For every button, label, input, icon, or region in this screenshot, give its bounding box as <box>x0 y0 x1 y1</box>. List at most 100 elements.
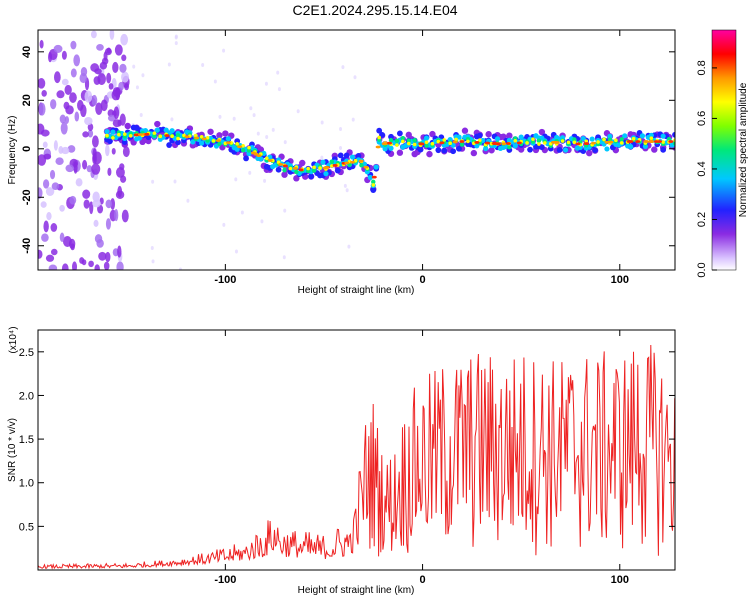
ridge-mark <box>450 148 457 155</box>
ridge-peak <box>358 159 364 163</box>
noise-blob <box>51 182 60 190</box>
noise-speck <box>263 178 267 183</box>
ridge-mark <box>117 132 121 137</box>
ridge-mark <box>367 174 373 181</box>
ridge-peak <box>267 159 273 162</box>
ridge-mark <box>401 139 405 144</box>
ridge-peak <box>485 141 491 145</box>
ridge-peak <box>201 137 207 141</box>
noise-blob <box>64 116 70 124</box>
colorbar-gradient <box>711 29 737 271</box>
noise-blob <box>99 61 108 70</box>
ridge-mark <box>423 135 430 141</box>
noise-blob <box>39 39 44 49</box>
ridge-peak <box>344 161 350 165</box>
noise-speck <box>150 245 154 250</box>
y-tick-label: 1.5 <box>19 434 34 446</box>
ridge-mark <box>417 146 424 153</box>
noise-blob <box>82 189 91 199</box>
noise-blob <box>112 61 119 74</box>
noise-blob <box>61 146 70 155</box>
ridge-mark <box>476 132 483 139</box>
ridge-mark <box>105 133 109 138</box>
noise-blob <box>40 129 50 137</box>
ridge-peak <box>501 142 507 146</box>
noise-blob <box>59 232 65 243</box>
ridge-mark <box>370 187 377 193</box>
ridge-mark <box>311 168 317 173</box>
ridge-mark <box>485 131 492 138</box>
noise-blob <box>88 260 94 268</box>
snr-series-line <box>38 344 675 570</box>
ridge-peak <box>474 141 480 144</box>
y-tick-label: -40 <box>21 238 33 254</box>
ridge-peak <box>583 142 589 145</box>
noise-blob <box>41 90 47 97</box>
ridge-mark <box>170 134 174 139</box>
ridge-peak <box>225 141 231 145</box>
ridge-mark <box>607 133 613 139</box>
ridge-peak <box>282 164 288 168</box>
noise-blob <box>54 71 61 84</box>
noise-speck <box>264 81 268 86</box>
ridge-mark <box>596 140 600 144</box>
ridge-mark <box>592 147 599 153</box>
noise-speck <box>339 127 343 132</box>
ridge-mark <box>104 128 110 135</box>
noise-speck <box>296 109 300 114</box>
noise-blob <box>92 199 101 208</box>
colorbar: 0.0 0.2 0.4 0.6 0.8 Normalized spectral ampl… <box>696 29 749 278</box>
noise-speck <box>282 255 286 260</box>
noise-speck <box>174 34 178 39</box>
noise-blob <box>77 99 84 111</box>
noise-speck <box>173 179 177 184</box>
ridge-mark <box>518 134 524 140</box>
ridge-mark <box>631 136 636 141</box>
ridge-mark <box>349 154 356 160</box>
noise-blob <box>89 201 94 215</box>
noise-speck <box>265 134 269 139</box>
noise-blob <box>103 51 108 61</box>
noise-blob <box>61 50 67 60</box>
ridge-mark <box>288 166 293 171</box>
noise-blob <box>50 223 58 232</box>
ridge-peak <box>375 145 381 149</box>
ridge-peak <box>668 140 674 143</box>
noise-blob <box>111 147 116 155</box>
ridge-mark <box>430 141 435 146</box>
noise-blob <box>83 199 90 209</box>
spectrogram-panel: -100 0 100 -40 -20 0 20 40 Height of straight … <box>7 29 676 296</box>
noise-blob <box>117 119 122 127</box>
colorbar-tick-label: 0.4 <box>696 161 708 176</box>
ridge-mark <box>154 127 160 133</box>
noise-blob <box>45 254 55 262</box>
ridge-peak <box>439 141 445 145</box>
noise-blob <box>97 73 106 85</box>
noise-speck <box>320 155 324 160</box>
noise-blob <box>82 159 88 170</box>
snr-y-label: SNR (10 * v/v) <box>7 418 18 482</box>
noise-speck <box>170 117 174 122</box>
noise-blob <box>91 163 101 175</box>
ridge-mark <box>318 166 322 170</box>
spectrogram-frame <box>37 29 676 271</box>
noise-blob <box>79 73 88 84</box>
noise-speck <box>232 116 236 121</box>
noise-blob <box>94 264 100 270</box>
ridge-mark <box>388 137 394 143</box>
noise-blob <box>58 146 64 154</box>
ridge-mark <box>531 137 535 141</box>
noise-blob <box>68 238 76 249</box>
noise-speck <box>222 222 226 227</box>
snr-multiplier: (x10⁴) <box>8 326 19 353</box>
snr-x-ticks: -100 0 100 <box>214 330 629 586</box>
noise-blob <box>42 179 50 189</box>
x-tick-label: 0 <box>420 274 426 286</box>
noise-speck <box>283 208 287 213</box>
colorbar-tick-label: 0.2 <box>696 212 708 227</box>
ridge-mark <box>589 136 595 142</box>
ridge-peak <box>363 165 369 169</box>
noise-speck <box>320 120 324 125</box>
y-tick-label: 40 <box>21 46 33 58</box>
